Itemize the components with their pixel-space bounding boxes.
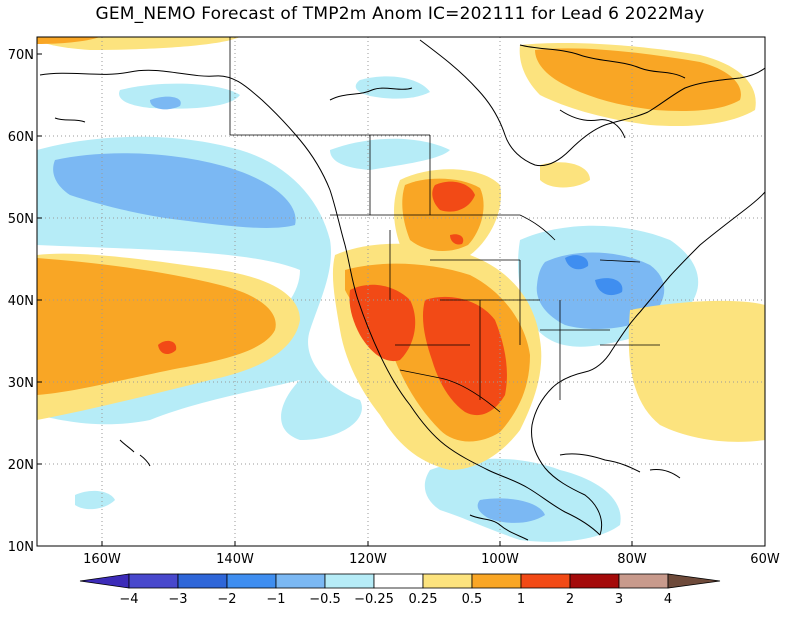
colorbar-swatch	[471, 573, 522, 589]
colorbar-label: 1	[517, 592, 525, 607]
colorbar-swatch	[618, 573, 669, 589]
colorbar-swatch	[226, 573, 277, 589]
lat-label: 60N	[8, 130, 34, 145]
colorbar-swatch	[422, 573, 473, 589]
lon-label: 120W	[349, 552, 387, 567]
colorbar-label: 3	[615, 592, 623, 607]
lon-label: 160W	[83, 552, 121, 567]
colorbar-label: 4	[664, 592, 672, 607]
lat-label: 40N	[8, 294, 34, 309]
lat-label: 10N	[8, 540, 34, 555]
colorbar-left-arrow	[79, 573, 130, 589]
colorbar-swatch	[569, 573, 620, 589]
lat-label: 20N	[8, 458, 34, 473]
lon-label: 140W	[216, 552, 254, 567]
colorbar-label: −2	[217, 592, 236, 607]
lon-label: 60W	[750, 552, 780, 567]
hot-anomaly-areas	[158, 181, 507, 416]
colorbar-swatch	[373, 573, 424, 589]
colorbar-swatch	[177, 573, 228, 589]
colorbar: −4 −3 −2 −1 −0.5 −0.25 0.25 0.5 1 2 3 4	[79, 573, 721, 607]
colorbar-label: −0.25	[354, 592, 394, 607]
tick-marks	[37, 53, 633, 546]
colorbar-label: −1	[266, 592, 285, 607]
colorbar-swatch	[324, 573, 375, 589]
colorbar-label: 0.5	[462, 592, 483, 607]
lon-label: 100W	[481, 552, 519, 567]
colorbar-label: 0.25	[409, 592, 438, 607]
colorbar-swatch	[128, 573, 179, 589]
graticule	[37, 37, 765, 546]
cold-anomaly-areas	[565, 255, 623, 296]
lon-label: 80W	[617, 552, 647, 567]
political-borders	[229, 37, 660, 413]
plot-frame	[36, 36, 766, 547]
colorbar-label: −0.5	[309, 592, 341, 607]
colorbar-swatch	[520, 573, 571, 589]
lat-label: 30N	[8, 376, 34, 391]
colorbar-label: −3	[168, 592, 187, 607]
colorbar-label: −4	[119, 592, 138, 607]
lat-label: 50N	[8, 212, 34, 227]
colorbar-label: 2	[566, 592, 574, 607]
coastlines	[39, 39, 765, 541]
lat-label: 70N	[8, 48, 34, 63]
map-title: GEM_NEMO Forecast of TMP2m Anom IC=20211…	[95, 4, 705, 24]
colorbar-swatch	[275, 573, 326, 589]
colorbar-right-arrow	[667, 573, 721, 589]
